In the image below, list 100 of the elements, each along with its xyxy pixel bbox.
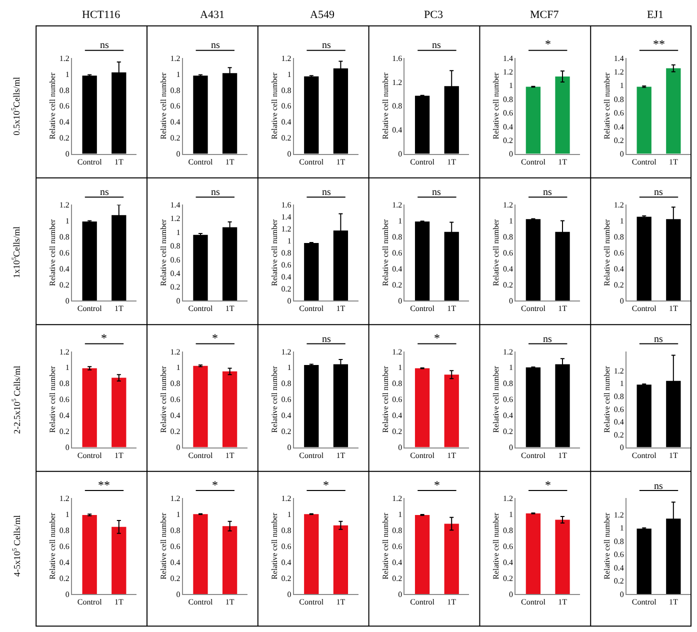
y-tick-label: 0.2 (614, 430, 624, 440)
y-tick-label: 1.2 (170, 494, 180, 503)
y-tick-label: 0 (509, 590, 514, 599)
y-axis-title: Relative cell number (270, 72, 279, 140)
y-tick-label: 0.8 (503, 94, 514, 104)
y-tick-label: 0.4 (614, 418, 624, 427)
text: * (212, 478, 218, 492)
y-tick-label: 1.2 (614, 67, 624, 76)
y-tick-label: 0.8 (614, 536, 624, 546)
y-tick-label: 0 (287, 590, 292, 599)
text: ns (654, 334, 663, 345)
y-tick-label: 0.6 (281, 102, 292, 111)
x-tick-label: Control (632, 157, 658, 166)
y-tick-label: 0.8 (392, 379, 402, 388)
chart-title: A549 (310, 9, 335, 21)
x-tick-label: Control (410, 598, 436, 607)
x-tick-label: 1T (225, 157, 234, 166)
y-tick-label: 0.4 (392, 411, 402, 420)
y-axis-title: Relative cell number (602, 366, 612, 433)
chart-title: PC3 (424, 9, 444, 21)
y-axis-title: Relative cell number (380, 218, 390, 286)
x-tick-label: Control (188, 598, 214, 607)
y-tick-label: 0.6 (59, 248, 70, 258)
y-tick-label: 0.4 (281, 272, 292, 282)
y-tick-label: 0.4 (281, 118, 292, 127)
x-tick-label: 1T (668, 304, 678, 314)
y-tick-label: 1.4 (170, 200, 180, 210)
y-tick-label: 0 (620, 150, 624, 159)
y-axis-title: Relative cell number (270, 366, 279, 433)
y-tick-label: 0.6 (170, 102, 180, 111)
y-tick-label: 1 (398, 510, 402, 519)
y-axis-title: Relative cell number (48, 366, 58, 433)
x-tick-label: Control (410, 157, 436, 166)
y-tick-label: 1 (287, 70, 292, 79)
y-tick-label: 0.4 (392, 264, 402, 274)
y-axis-title: Relative cell number (492, 366, 501, 433)
y-tick-label: 1.2 (59, 54, 70, 63)
y-axis-title: Relative cell number (48, 512, 58, 580)
y-tick-label: 0 (620, 296, 624, 306)
y-tick-label: 0.4 (170, 118, 180, 127)
y-tick-label: 1 (398, 363, 402, 372)
y-tick-label: 0.2 (281, 574, 292, 583)
y-axis-title: Relative cell number (270, 512, 279, 580)
y-axis-title: Relative cell number (159, 512, 168, 580)
y-tick-label: 0.6 (170, 255, 180, 264)
y-tick-label: 0.2 (503, 136, 514, 145)
y-tick-label: 1.2 (503, 200, 514, 210)
y-tick-label: 0.6 (614, 550, 624, 560)
y-tick-label: 0.2 (614, 280, 624, 290)
y-tick-label: 1 (65, 510, 70, 519)
text: ns (322, 187, 331, 198)
y-axis-title: Relative cell number (159, 72, 168, 140)
y-tick-label: 0.8 (392, 102, 402, 111)
y-tick-label: 1.2 (614, 366, 624, 376)
y-tick-label: 0.4 (503, 411, 514, 420)
x-tick-label: 1T (558, 598, 568, 607)
chart-title: MCF7 (530, 9, 560, 21)
x-tick-label: 1T (336, 304, 346, 314)
x-tick-label: Control (77, 157, 103, 166)
y-tick-label: 0 (509, 443, 514, 452)
y-tick-label: 0.6 (503, 248, 514, 258)
text: ns (322, 40, 331, 51)
y-tick-label: 0 (398, 296, 402, 306)
x-tick-label: Control (632, 450, 658, 460)
text: * (434, 331, 440, 345)
y-tick-label: 1 (176, 228, 180, 237)
y-tick-label: 0.6 (392, 542, 402, 551)
y-tick-label: 0.4 (614, 563, 624, 572)
x-tick-label: 1T (447, 450, 456, 460)
y-tick-label: 0.8 (281, 248, 292, 258)
y-tick-label: 0 (65, 443, 70, 452)
y-tick-label: 1.2 (392, 347, 402, 356)
y-tick-label: 0.6 (392, 248, 402, 258)
y-tick-label: 1.2 (392, 78, 402, 87)
y-axis-title: Relative cell number (602, 218, 612, 286)
x-tick-label: Control (520, 450, 546, 460)
text: * (323, 478, 329, 492)
y-tick-label: 0.6 (59, 102, 70, 111)
text: ns (211, 40, 220, 51)
y-axis-title: Relative cell number (602, 72, 612, 140)
y-tick-label: 0 (509, 150, 514, 159)
y-tick-label: 0.4 (281, 558, 292, 567)
x-tick-label: 1T (558, 450, 568, 460)
text: * (101, 331, 107, 345)
y-axis-title: Relative cell number (159, 366, 168, 433)
y-tick-label: 1.2 (392, 494, 402, 503)
y-tick-label: 0.8 (170, 86, 180, 95)
text: ns (654, 481, 663, 492)
y-tick-label: 0.4 (59, 558, 70, 567)
text: ns (654, 187, 663, 198)
y-tick-label: 0.4 (59, 411, 70, 420)
y-tick-label: 0.4 (503, 264, 514, 274)
y-tick-label: 1.2 (614, 200, 624, 210)
text: ** (98, 478, 110, 492)
y-axis-title: Relative cell number (159, 218, 168, 286)
y-axis-title: Relative cell number (380, 72, 390, 140)
y-tick-label: 0.8 (281, 86, 292, 95)
x-tick-label: 1T (558, 157, 568, 166)
y-tick-label: 0.6 (281, 395, 292, 404)
y-tick-label: 0.2 (281, 284, 292, 294)
